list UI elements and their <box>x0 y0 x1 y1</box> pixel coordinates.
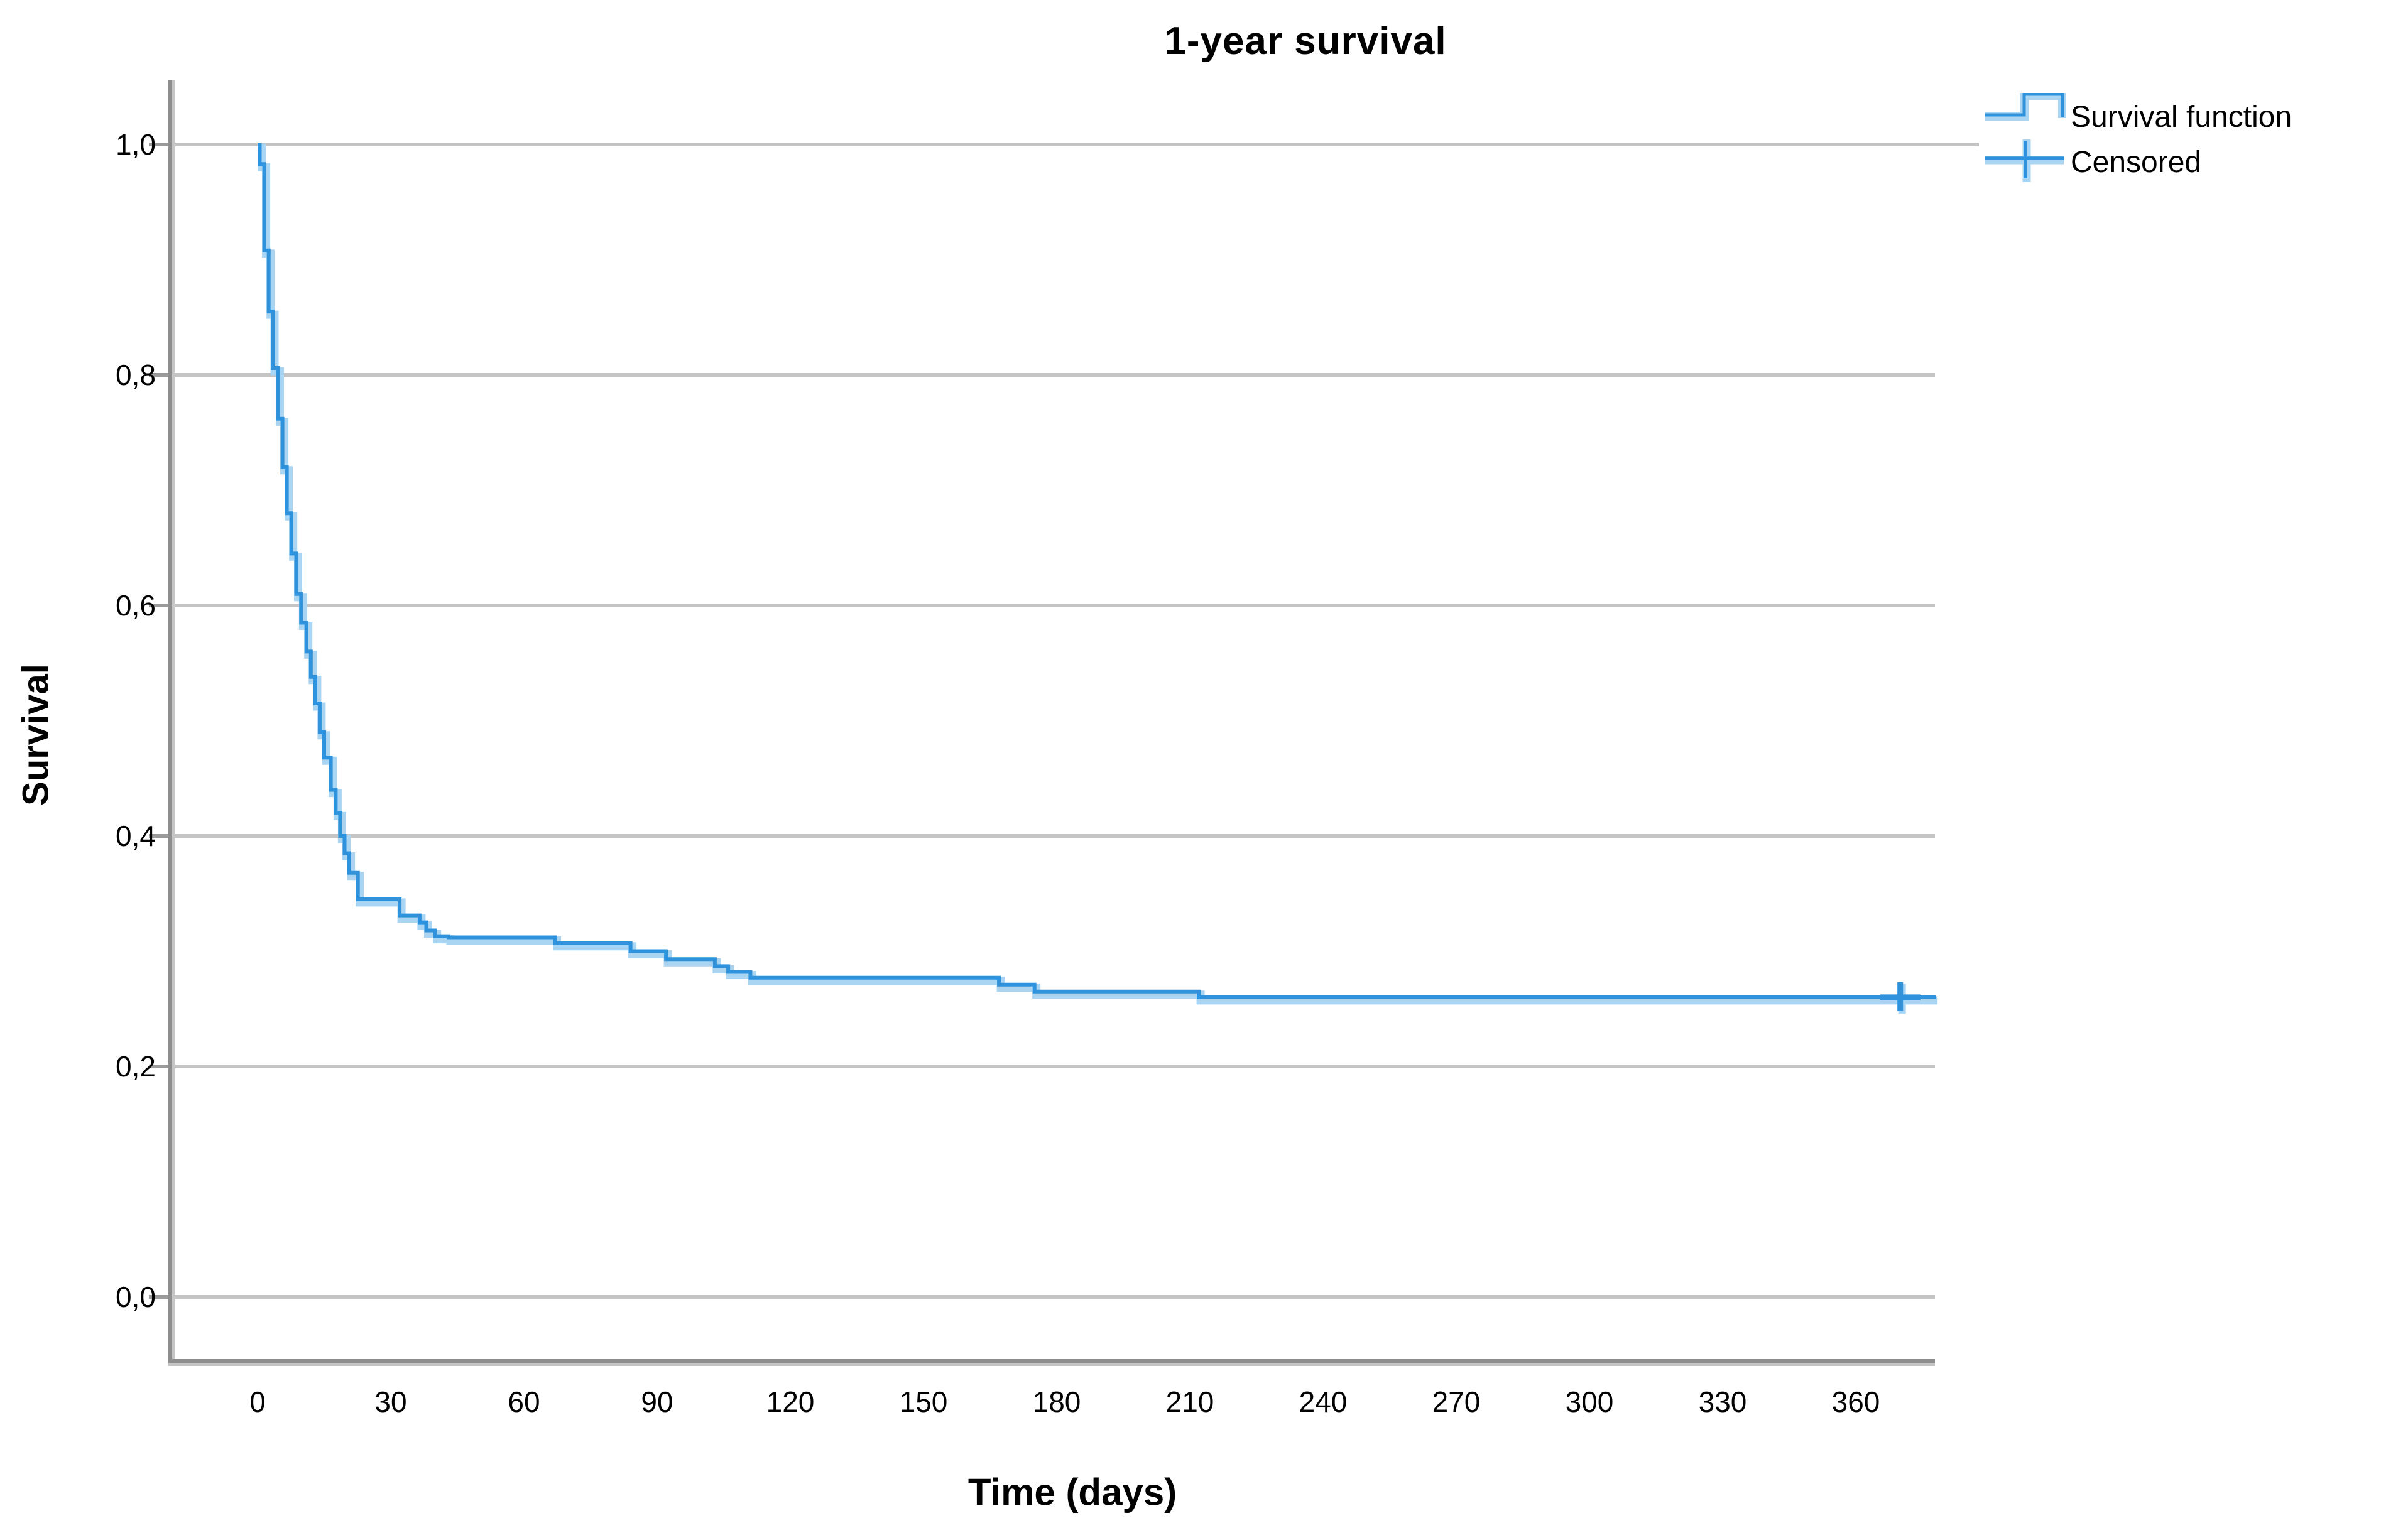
y-tick-label: 0,4 <box>116 820 156 852</box>
x-tick-label: 330 <box>1698 1385 1747 1418</box>
legend-item-censored: Censored <box>1978 138 2201 186</box>
y-tick-label: 0,0 <box>116 1281 156 1313</box>
x-tick-label: 360 <box>1831 1385 1880 1418</box>
legend-item-survival-function: Survival function <box>1978 93 2292 141</box>
chart-title: 1-year survival <box>1164 19 1447 63</box>
x-tick-label: 60 <box>508 1385 540 1418</box>
x-tick-label: 90 <box>641 1385 673 1418</box>
y-tick-label: 0,6 <box>116 589 156 622</box>
x-tick-label: 30 <box>374 1385 407 1418</box>
x-tick-label: 300 <box>1565 1385 1614 1418</box>
x-axis-title: Time (days) <box>967 1471 1177 1514</box>
x-tick-label: 0 <box>249 1385 266 1418</box>
x-tick-label: 270 <box>1432 1385 1481 1418</box>
legend-label-survival-function: Survival function <box>2071 100 2292 134</box>
y-tick-label: 0,2 <box>116 1050 156 1083</box>
x-tick-label: 150 <box>899 1385 948 1418</box>
x-tick-label: 180 <box>1032 1385 1081 1418</box>
plus-marker-icon <box>1985 139 2064 182</box>
legend-label-censored: Censored <box>2071 145 2202 179</box>
y-tick-label: 0,8 <box>116 359 156 391</box>
x-tick-label: 120 <box>766 1385 815 1418</box>
step-line-icon <box>1985 93 2066 121</box>
x-tick-label: 240 <box>1299 1385 1348 1418</box>
y-tick-label: 1,0 <box>116 128 156 161</box>
x-tick-label: 210 <box>1165 1385 1214 1418</box>
y-axis-title: Survival <box>15 664 57 806</box>
